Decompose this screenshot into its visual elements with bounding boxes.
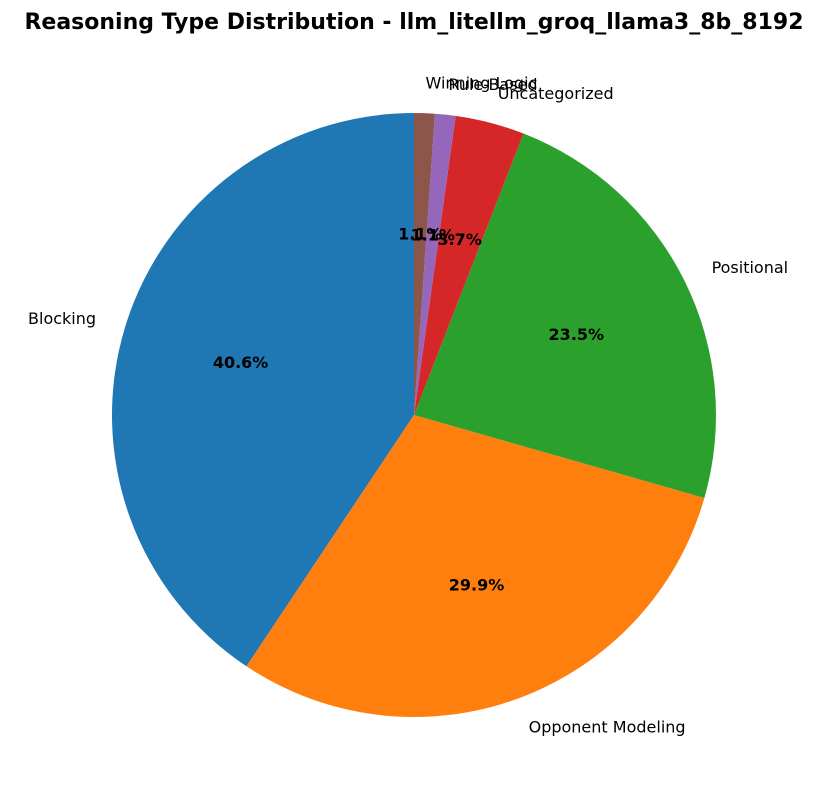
slice-pct-winning-logic: 1.1% xyxy=(398,224,442,243)
pie-slices xyxy=(111,113,716,717)
pie-slice-positional xyxy=(414,133,716,498)
slice-pct-uncategorized: 3.7% xyxy=(437,230,481,249)
slice-label-uncategorized: Uncategorized xyxy=(498,84,614,103)
slice-label-blocking: Blocking xyxy=(28,309,96,328)
pie-slice-winning-logic xyxy=(414,113,435,415)
pie-labels: Blocking 40.6% Opponent Modeling 29.9% Posit… xyxy=(28,73,788,736)
slice-label-opponent-modeling: Opponent Modeling xyxy=(529,717,686,736)
chart-title: Reasoning Type Distribution - llm_litell… xyxy=(24,10,803,35)
slice-label-winning-logic: Winning Logic xyxy=(425,73,537,92)
slice-pct-rule-based: 1.1% xyxy=(411,225,455,244)
slice-pct-blocking: 40.6% xyxy=(213,353,269,372)
slice-pct-positional: 23.5% xyxy=(549,325,605,344)
pie-slice-uncategorized xyxy=(414,115,524,415)
slice-label-rule-based: Rule-Based xyxy=(448,75,537,94)
pie-slice-blocking xyxy=(111,113,414,667)
pie-slice-rule-based xyxy=(414,113,456,415)
pie-slice-opponent-modeling xyxy=(246,415,705,717)
slice-pct-opponent-modeling: 29.9% xyxy=(449,576,505,595)
slice-label-positional: Positional xyxy=(712,258,789,277)
